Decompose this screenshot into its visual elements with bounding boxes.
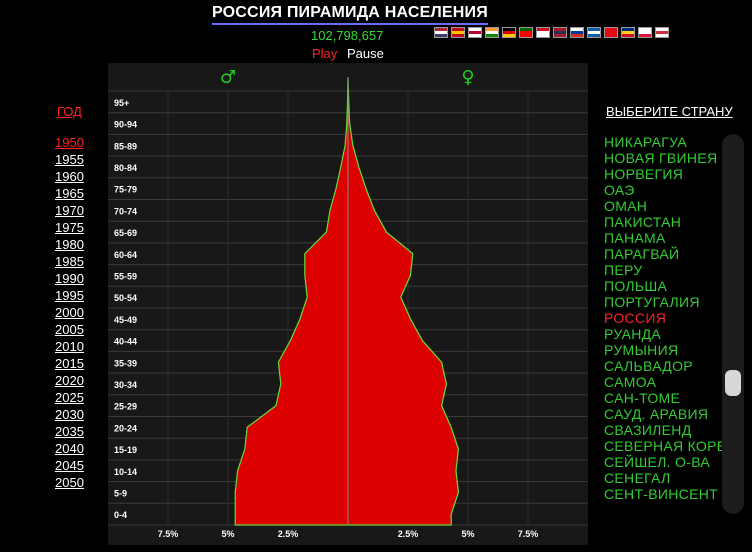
kr-flag[interactable] (655, 27, 669, 38)
year-link[interactable]: 2035 (55, 424, 84, 439)
tr-flag[interactable] (604, 27, 618, 38)
x-tick-label: 7.5% (518, 529, 539, 539)
country-item[interactable]: САН-ТОМЕ (604, 390, 681, 406)
age-group-label: 50-54 (114, 293, 137, 303)
year-link[interactable]: 1975 (55, 220, 84, 235)
year-link[interactable]: 1990 (55, 271, 84, 286)
year-list: 1950 1955 1960 1965 1970 1975 1980 1985 1990 1995… (55, 134, 84, 491)
country-item[interactable]: САМОА (604, 374, 657, 390)
year-link[interactable]: 2025 (55, 390, 84, 405)
year-link[interactable]: 1980 (55, 237, 84, 252)
year-link[interactable]: 2045 (55, 458, 84, 473)
country-item[interactable]: САЛЬВАДОР (604, 358, 693, 374)
country-item[interactable]: РУМЫНИЯ (604, 342, 679, 358)
year-link[interactable]: 1970 (55, 203, 84, 218)
age-group-label: 60-64 (114, 250, 137, 260)
play-button[interactable]: Play (312, 46, 338, 61)
ru-flag[interactable] (570, 27, 584, 38)
x-tick-label: 2.5% (278, 529, 299, 539)
page-title: РОССИЯ ПИРАМИДА НАСЕЛЕНИЯ (212, 4, 488, 25)
scrollbar-thumb[interactable] (725, 370, 741, 396)
country-list-header: ВЫБЕРИТЕ СТРАНУ (606, 104, 733, 119)
country-item[interactable]: ПОЛЬША (604, 278, 668, 294)
jp-flag[interactable] (468, 27, 482, 38)
x-tick-label: 7.5% (158, 529, 179, 539)
country-item[interactable]: НОРВЕГИЯ (604, 166, 684, 182)
language-flags (434, 27, 669, 38)
x-tick-label: 5% (221, 529, 234, 539)
th-flag[interactable] (553, 27, 567, 38)
year-link[interactable]: 2005 (55, 322, 84, 337)
country-item[interactable]: ПАРАГВАЙ (604, 246, 680, 262)
x-tick-label: 2.5% (398, 529, 419, 539)
age-group-label: 5-9 (114, 488, 127, 498)
x-tick-label: 5% (461, 529, 474, 539)
country-item[interactable]: РУАНДА (604, 326, 662, 342)
country-list: НИКАРАГУА НОВАЯ ГВИНЕЯ НОРВЕГИЯ ОАЭ ОМАН ПАКИ… (604, 134, 737, 502)
year-link[interactable]: 2015 (55, 356, 84, 371)
ro-flag[interactable] (621, 27, 635, 38)
country-item[interactable]: САУД. АРАВИЯ (604, 406, 709, 422)
country-item[interactable]: ПОРТУГАЛИЯ (604, 294, 700, 310)
age-group-label: 85-89 (114, 141, 137, 151)
country-item[interactable]: СЕВЕРНАЯ КОРЕЯ (604, 438, 737, 454)
female-icon: ♀ (461, 67, 474, 88)
age-group-label: 70-74 (114, 206, 137, 216)
age-group-label: 0-4 (114, 510, 127, 520)
de-flag[interactable] (502, 27, 516, 38)
country-item[interactable]: ОАЭ (604, 182, 635, 198)
year-link[interactable]: 2010 (55, 339, 84, 354)
population-counter: 102,798,657 (311, 28, 384, 43)
country-item[interactable]: ПЕРУ (604, 262, 643, 278)
age-group-label: 90-94 (114, 120, 137, 130)
country-item[interactable]: СЕНЕГАЛ (604, 470, 671, 486)
pl-flag[interactable] (638, 27, 652, 38)
age-group-label: 15-19 (114, 445, 137, 455)
year-link[interactable]: 1950 (55, 135, 84, 150)
age-group-label: 30-34 (114, 380, 137, 390)
age-group-label: 10-14 (114, 467, 137, 477)
age-group-label: 40-44 (114, 337, 137, 347)
year-link[interactable]: 2000 (55, 305, 84, 320)
country-list-scrollbar[interactable] (722, 134, 744, 514)
age-group-label: 45-49 (114, 315, 137, 325)
country-item[interactable]: СВАЗИЛЕНД (604, 422, 692, 438)
id-flag[interactable] (536, 27, 550, 38)
year-link[interactable]: 1960 (55, 169, 84, 184)
age-group-label: 75-79 (114, 185, 137, 195)
male-icon: ♂ (220, 67, 236, 88)
country-item[interactable]: СЕЙШЕЛ. О-ВА (604, 454, 711, 470)
country-item[interactable]: ОМАН (604, 198, 648, 214)
age-group-label: 80-84 (114, 163, 137, 173)
es-flag[interactable] (451, 27, 465, 38)
age-group-label: 25-29 (114, 402, 137, 412)
age-group-label: 20-24 (114, 423, 137, 433)
population-pyramid-chart: 0-4 5-9 10-14 15-19 20-24 25-29 30-34 35-39 40-4… (108, 63, 588, 545)
year-link[interactable]: 2040 (55, 441, 84, 456)
country-item[interactable]: НИКАРАГУА (604, 134, 687, 150)
country-item[interactable]: ПАКИСТАН (604, 214, 682, 230)
year-link[interactable]: 2030 (55, 407, 84, 422)
year-label: ГОД (57, 104, 82, 119)
year-link[interactable]: 1955 (55, 152, 84, 167)
age-group-label: 65-69 (114, 228, 137, 238)
year-link[interactable]: 2020 (55, 373, 84, 388)
country-item[interactable]: СЕНТ-ВИНСЕНТ (604, 486, 718, 502)
us-flag[interactable] (434, 27, 448, 38)
year-link[interactable]: 2050 (55, 475, 84, 490)
year-link[interactable]: 1985 (55, 254, 84, 269)
country-item[interactable]: ПАНАМА (604, 230, 666, 246)
age-group-label: 35-39 (114, 358, 137, 368)
in-flag[interactable] (485, 27, 499, 38)
year-link[interactable]: 1995 (55, 288, 84, 303)
age-group-label: 55-59 (114, 271, 137, 281)
year-link[interactable]: 1965 (55, 186, 84, 201)
pt-flag[interactable] (519, 27, 533, 38)
country-item[interactable]: РОССИЯ (604, 310, 667, 326)
country-item[interactable]: НОВАЯ ГВИНЕЯ (604, 150, 718, 166)
age-group-label: 95+ (114, 98, 129, 108)
gr-flag[interactable] (587, 27, 601, 38)
pause-button[interactable]: Pause (347, 46, 384, 61)
